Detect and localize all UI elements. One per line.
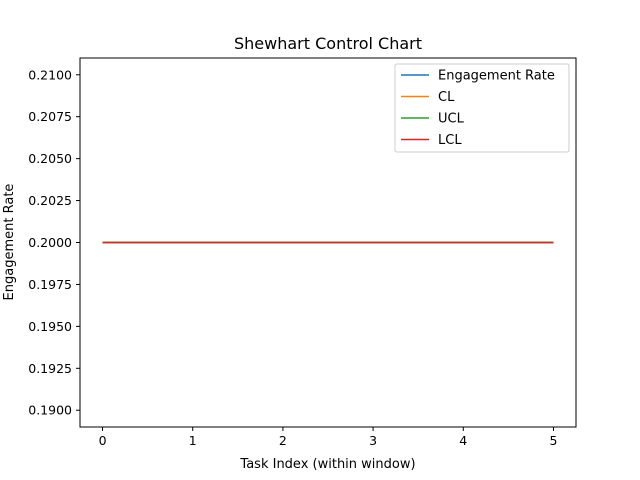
x-axis-label: Task Index (within window) (239, 457, 415, 472)
legend-label: UCL (438, 112, 465, 127)
x-tick-label: 4 (459, 433, 467, 448)
y-tick-label: 0.1925 (28, 361, 72, 376)
legend-frame (394, 63, 570, 153)
y-tick-label: 0.1900 (28, 403, 72, 418)
y-tick-label: 0.2100 (28, 67, 72, 82)
y-tick-label: 0.2025 (28, 193, 72, 208)
y-tick-label: 0.1950 (28, 319, 72, 334)
y-axis-label: Engagement Rate (2, 184, 17, 301)
y-tick-label: 0.2000 (28, 235, 72, 250)
y-axis: 0.1900 0.1925 0.1950 0.1975 0.2000 0.2025 0.20… (28, 67, 80, 418)
legend: Engagement Rate CL UCL LCL (394, 63, 570, 153)
legend-label: LCL (438, 133, 462, 148)
legend-label: CL (438, 90, 455, 105)
y-tick-label: 0.2050 (28, 151, 72, 166)
x-tick-label: 5 (549, 433, 557, 448)
x-tick-label: 3 (369, 433, 377, 448)
x-axis: 0 1 2 3 4 5 (99, 427, 557, 448)
chart-title: Shewhart Control Chart (234, 34, 422, 53)
x-tick-label: 0 (99, 433, 107, 448)
x-tick-label: 2 (279, 433, 287, 448)
x-tick-label: 1 (189, 433, 197, 448)
y-tick-label: 0.1975 (28, 277, 72, 292)
legend-label: Engagement Rate (438, 69, 555, 84)
y-tick-label: 0.2075 (28, 109, 72, 124)
